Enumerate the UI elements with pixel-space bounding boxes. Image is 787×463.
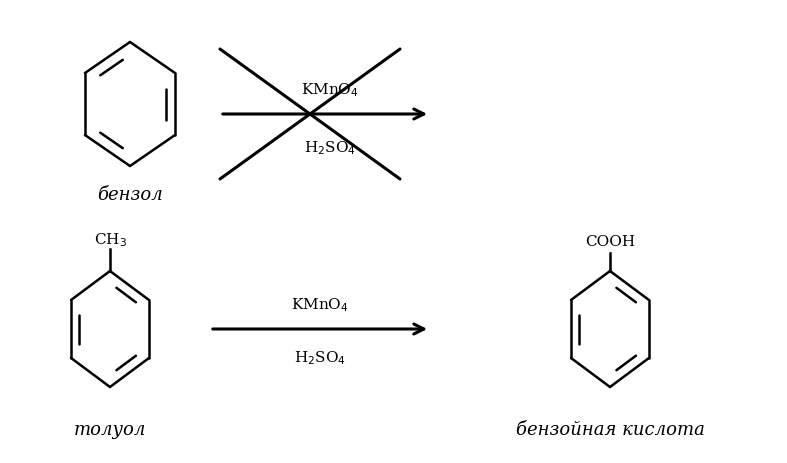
Text: COOH: COOH — [585, 234, 635, 249]
Text: KMnO$_4$: KMnO$_4$ — [301, 81, 359, 99]
Text: толуол: толуол — [74, 420, 146, 438]
Text: бензойная кислота: бензойная кислота — [515, 420, 704, 438]
Text: H$_2$SO$_4$: H$_2$SO$_4$ — [304, 139, 356, 156]
Text: CH$_3$: CH$_3$ — [94, 231, 127, 248]
Text: H$_2$SO$_4$: H$_2$SO$_4$ — [294, 348, 346, 366]
Text: KMnO$_4$: KMnO$_4$ — [291, 295, 349, 313]
Text: бензол: бензол — [97, 186, 163, 204]
